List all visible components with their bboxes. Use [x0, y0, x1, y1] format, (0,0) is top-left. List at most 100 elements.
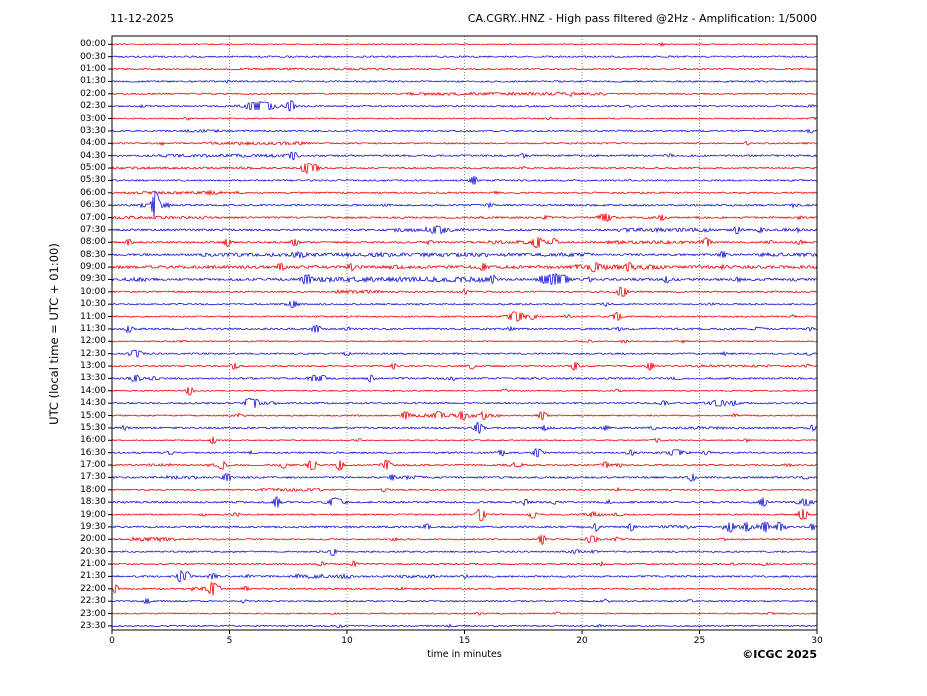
trace-01:30	[112, 79, 817, 84]
trace-09:00	[112, 261, 817, 273]
trace-03:30	[112, 128, 817, 134]
ytick-label-21:00: 21:00	[80, 559, 106, 570]
ytick-label-06:30: 06:30	[80, 200, 106, 211]
ytick-label-01:00: 01:00	[80, 64, 106, 75]
ytick-label-12:00: 12:00	[80, 336, 106, 347]
trace-18:30	[112, 496, 817, 508]
ytick-label-21:30: 21:30	[80, 571, 106, 582]
trace-00:00	[112, 41, 817, 47]
ytick-label-00:00: 00:00	[80, 39, 106, 50]
ytick-label-20:30: 20:30	[80, 546, 106, 557]
ytick-label-13:30: 13:30	[80, 373, 106, 384]
trace-03:00	[112, 116, 817, 121]
trace-21:30	[112, 569, 817, 583]
ytick-label-04:00: 04:00	[80, 138, 106, 149]
ytick-label-10:30: 10:30	[80, 299, 106, 310]
ytick-label-15:30: 15:30	[80, 422, 106, 433]
ytick-label-10:00: 10:00	[80, 286, 106, 297]
xtick-label-15: 15	[458, 636, 471, 646]
ytick-label-01:30: 01:30	[80, 76, 106, 87]
xtick-label-5: 5	[226, 636, 233, 646]
trace-19:30	[112, 521, 817, 533]
trace-06:00	[112, 189, 817, 197]
ytick-label-03:00: 03:00	[80, 113, 106, 124]
trace-18:00	[112, 486, 817, 493]
ytick-label-14:30: 14:30	[80, 398, 106, 409]
ytick-label-00:30: 00:30	[80, 51, 106, 62]
trace-16:00	[112, 436, 817, 445]
trace-11:00	[112, 311, 817, 322]
plot-title: CA.CGRY..HNZ - High pass filtered @2Hz -…	[467, 12, 817, 25]
trace-01:00	[112, 67, 817, 71]
trace-23:30	[112, 623, 817, 629]
ytick-label-08:00: 08:00	[80, 237, 106, 248]
xtick-label-10: 10	[341, 636, 353, 646]
trace-20:00	[112, 534, 817, 545]
ytick-label-22:00: 22:00	[80, 583, 106, 594]
ytick-label-11:30: 11:30	[80, 323, 106, 334]
trace-02:30	[112, 99, 817, 112]
xtick-label-30: 30	[811, 636, 823, 646]
ytick-label-11:00: 11:00	[80, 311, 106, 322]
ytick-label-20:00: 20:00	[80, 534, 106, 545]
ytick-label-06:00: 06:00	[80, 187, 106, 198]
trace-16:30	[112, 448, 817, 458]
ytick-label-16:30: 16:30	[80, 447, 106, 458]
trace-21:00	[112, 560, 817, 567]
x-axis-label: time in minutes	[427, 649, 502, 660]
trace-07:00	[112, 213, 817, 222]
ytick-label-23:30: 23:30	[80, 620, 106, 631]
ytick-label-18:30: 18:30	[80, 497, 106, 508]
trace-05:00	[112, 163, 817, 175]
trace-08:00	[112, 237, 817, 249]
trace-05:30	[112, 175, 817, 185]
trace-12:30	[112, 349, 817, 358]
ytick-label-09:30: 09:30	[80, 274, 106, 285]
xtick-label-25: 25	[693, 636, 706, 646]
trace-13:00	[112, 361, 817, 371]
trace-15:30	[112, 422, 817, 434]
ytick-label-17:00: 17:00	[80, 460, 106, 471]
ytick-label-08:30: 08:30	[80, 249, 106, 260]
trace-07:30	[112, 225, 817, 235]
ytick-label-03:30: 03:30	[80, 125, 106, 136]
ytick-label-05:30: 05:30	[80, 175, 106, 186]
ytick-label-14:00: 14:00	[80, 385, 106, 396]
ytick-label-07:00: 07:00	[80, 212, 106, 223]
trace-15:00	[112, 410, 817, 421]
ytick-label-19:30: 19:30	[80, 521, 106, 532]
trace-09:30	[112, 272, 817, 285]
trace-20:30	[112, 548, 817, 556]
copyright-text: ©ICGC 2025	[742, 648, 817, 661]
trace-11:30	[112, 325, 817, 334]
trace-22:00	[112, 582, 817, 596]
ytick-label-07:30: 07:30	[80, 224, 106, 235]
ytick-label-05:00: 05:00	[80, 163, 106, 174]
xtick-label-20: 20	[576, 636, 588, 646]
ytick-label-22:30: 22:30	[80, 596, 106, 607]
trace-10:30	[112, 300, 817, 309]
ytick-label-23:00: 23:00	[80, 608, 106, 619]
ytick-label-09:00: 09:00	[80, 262, 106, 273]
trace-22:30	[112, 598, 817, 605]
ytick-label-02:00: 02:00	[80, 88, 106, 99]
ytick-label-02:30: 02:30	[80, 101, 106, 112]
ytick-label-16:00: 16:00	[80, 435, 106, 446]
trace-17:00	[112, 459, 817, 472]
trace-00:30	[112, 55, 817, 59]
trace-06:30	[112, 190, 817, 218]
trace-14:30	[112, 397, 817, 408]
trace-04:00	[112, 140, 817, 146]
ytick-label-17:30: 17:30	[80, 472, 106, 483]
trace-19:00	[112, 508, 817, 522]
trace-08:30	[112, 250, 817, 259]
trace-04:30	[112, 151, 817, 161]
trace-10:00	[112, 286, 817, 297]
ytick-label-13:00: 13:00	[80, 361, 106, 372]
ytick-label-18:00: 18:00	[80, 484, 106, 495]
trace-23:00	[112, 611, 817, 616]
ytick-label-15:00: 15:00	[80, 410, 106, 421]
xtick-label-0: 0	[109, 636, 115, 646]
